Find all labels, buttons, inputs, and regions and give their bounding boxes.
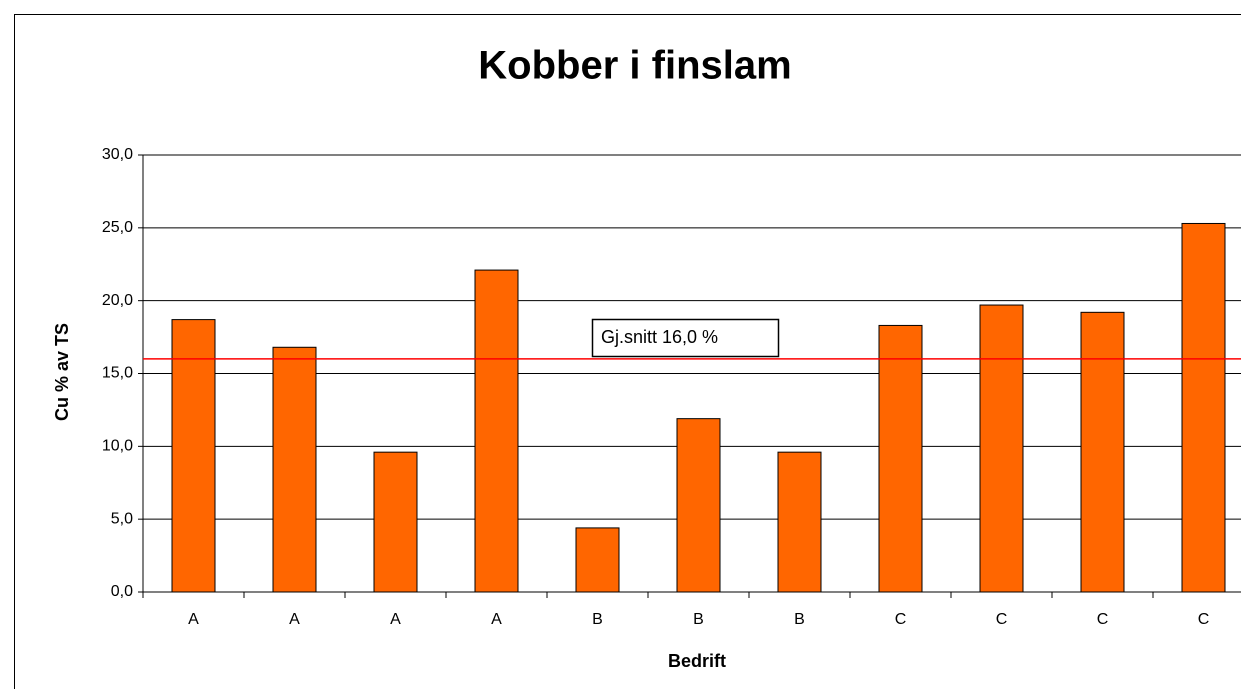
x-tick-label: B bbox=[592, 611, 603, 628]
x-tick-label: A bbox=[491, 611, 502, 628]
x-axis-label: Bedrift bbox=[668, 651, 726, 671]
x-tick-label: B bbox=[693, 611, 704, 628]
bar bbox=[979, 304, 1024, 593]
x-tick-label: B bbox=[794, 611, 805, 628]
bar bbox=[777, 451, 822, 593]
y-tick-label: 10,0 bbox=[102, 438, 133, 455]
x-tick-label: C bbox=[1097, 611, 1109, 628]
y-tick-label: 5,0 bbox=[111, 510, 133, 527]
annotation: Gj.snitt 16,0 % bbox=[601, 327, 718, 347]
y-tick-label: 25,0 bbox=[102, 219, 133, 236]
x-tick-label: C bbox=[895, 611, 907, 628]
x-tick-label: A bbox=[390, 611, 401, 628]
bar bbox=[575, 527, 620, 593]
bar bbox=[373, 451, 418, 593]
y-tick-label: 20,0 bbox=[102, 292, 133, 309]
bar bbox=[1181, 222, 1226, 593]
bar bbox=[171, 319, 216, 593]
y-axis-label: Cu % av TS bbox=[52, 323, 72, 421]
x-tick-label: C bbox=[996, 611, 1008, 628]
y-tick-label: 0,0 bbox=[111, 583, 133, 600]
chart-title: Kobber i finslam bbox=[478, 44, 791, 88]
x-tick-label: A bbox=[188, 611, 199, 628]
x-tick-label: C bbox=[1198, 611, 1210, 628]
annotation-box bbox=[591, 318, 780, 358]
x-tick-label: A bbox=[289, 611, 300, 628]
y-tick-label: 30,0 bbox=[102, 146, 133, 163]
bar bbox=[474, 269, 519, 593]
bar bbox=[676, 418, 721, 593]
bar bbox=[272, 346, 317, 593]
bar bbox=[1080, 311, 1125, 593]
bar bbox=[878, 324, 923, 593]
y-tick-label: 15,0 bbox=[102, 365, 133, 382]
